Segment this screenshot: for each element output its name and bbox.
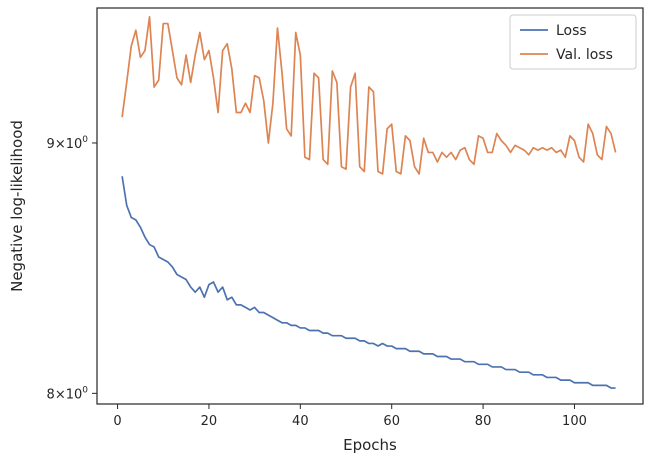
x-tick-label: 80 bbox=[475, 414, 492, 429]
y-axis: 8×100 9×100 bbox=[47, 135, 97, 402]
x-tick-label: 60 bbox=[383, 414, 400, 429]
y-axis-label: Negative log-likelihood bbox=[8, 120, 26, 292]
y-tick-label: 8×100 bbox=[47, 385, 89, 402]
series-line-loss bbox=[121, 176, 616, 389]
legend-label-val-loss: Val. loss bbox=[556, 47, 613, 63]
series-line-val-loss bbox=[121, 16, 617, 175]
plot-frame bbox=[96, 7, 644, 405]
x-tick-label: 100 bbox=[562, 414, 587, 429]
series-layer bbox=[121, 16, 617, 389]
x-axis: 0 20 40 60 80 100 bbox=[113, 404, 587, 429]
legend-frame bbox=[509, 14, 637, 70]
x-axis-label: Epochs bbox=[343, 436, 397, 454]
x-tick-label: 40 bbox=[292, 414, 309, 429]
x-tick-label: 20 bbox=[201, 414, 218, 429]
x-tick-label: 0 bbox=[113, 414, 121, 429]
legend: Loss Val. loss bbox=[509, 14, 637, 70]
y-tick-label: 9×100 bbox=[47, 135, 89, 152]
legend-label-loss: Loss bbox=[556, 23, 587, 39]
